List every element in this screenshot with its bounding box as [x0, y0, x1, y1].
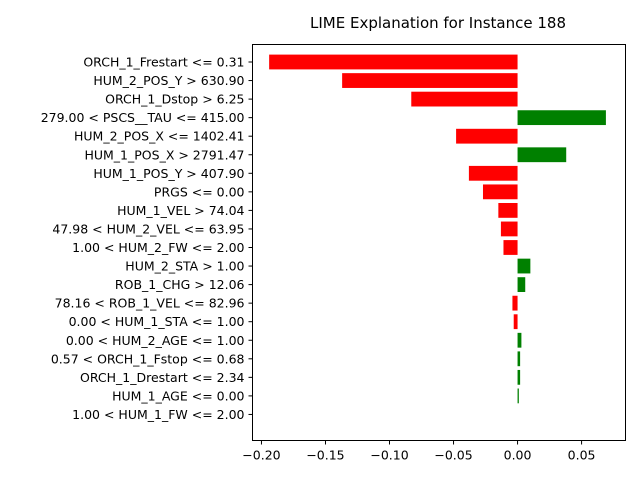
bar	[517, 147, 567, 163]
y-tick-label: ROB_1_CHG > 12.06	[115, 277, 245, 292]
bar	[513, 314, 518, 330]
bars-layer	[269, 54, 606, 404]
bar	[342, 73, 518, 88]
bar	[498, 203, 518, 218]
bar	[517, 258, 531, 274]
y-tick-label: HUM_2_STA > 1.00	[125, 259, 244, 274]
chart-title: LIME Explanation for Instance 188	[310, 14, 566, 32]
bar	[503, 240, 518, 255]
bar	[482, 184, 518, 200]
y-tick-label: ORCH_1_Frestart <= 0.31	[83, 55, 244, 70]
y-tick-label: 279.00 < PSCS__TAU <= 415.00	[41, 110, 245, 125]
y-tick-label: HUM_1_POS_X > 2791.47	[84, 147, 244, 162]
y-tick-label: HUM_2_POS_X <= 1402.41	[74, 129, 245, 144]
y-tick-label: 1.00 < HUM_1_FW <= 2.00	[72, 407, 244, 422]
y-tick-label: HUM_1_POS_Y > 407.90	[93, 166, 244, 181]
bar	[500, 221, 518, 237]
bar	[517, 388, 519, 404]
bar	[517, 277, 526, 292]
x-tick-label: 0.05	[568, 448, 596, 463]
y-tick-label: PRGS <= 0.00	[154, 184, 245, 199]
x-tick-label: −0.05	[434, 448, 472, 463]
bar	[456, 128, 518, 144]
y-tick-label: 0.57 < ORCH_1_Fstop <= 0.68	[51, 351, 245, 366]
y-tick-label: 0.00 < HUM_1_STA <= 1.00	[69, 314, 245, 329]
y-tick-label: HUM_1_AGE <= 0.00	[112, 388, 244, 403]
y-tick-label: HUM_1_VEL > 74.04	[117, 203, 244, 218]
x-tick-label: −0.15	[306, 448, 344, 463]
y-tick-label: ORCH_1_Dstop > 6.25	[105, 92, 244, 107]
bar	[517, 351, 521, 367]
bar	[269, 54, 518, 70]
x-tick-label: −0.10	[370, 448, 408, 463]
x-tick-labels: −0.20 −0.15 −0.10 −0.05 0.00 0.05	[242, 440, 596, 463]
x-tick-label: 0.00	[504, 448, 532, 463]
bar	[468, 165, 518, 181]
bar	[517, 369, 521, 385]
x-tick-label: −0.20	[242, 448, 280, 463]
y-tick-label: 47.98 < HUM_2_VEL <= 63.95	[52, 221, 244, 236]
bar	[512, 295, 518, 311]
bar	[517, 332, 522, 348]
y-tick-label: HUM_2_POS_Y > 630.90	[93, 73, 244, 88]
y-tick-label: ORCH_1_Drestart <= 2.34	[80, 370, 245, 385]
y-tick-labels: ORCH_1_Frestart <= 0.31 HUM_2_POS_Y > 630…	[41, 55, 253, 422]
bar	[411, 91, 518, 107]
y-tick-label: 0.00 < HUM_2_AGE <= 1.00	[66, 333, 245, 348]
plot-frame	[252, 44, 626, 441]
bar	[517, 110, 606, 126]
y-tick-label: 78.16 < ROB_1_VEL <= 82.96	[55, 296, 245, 311]
y-tick-label: 1.00 < HUM_2_FW <= 2.00	[72, 240, 244, 255]
